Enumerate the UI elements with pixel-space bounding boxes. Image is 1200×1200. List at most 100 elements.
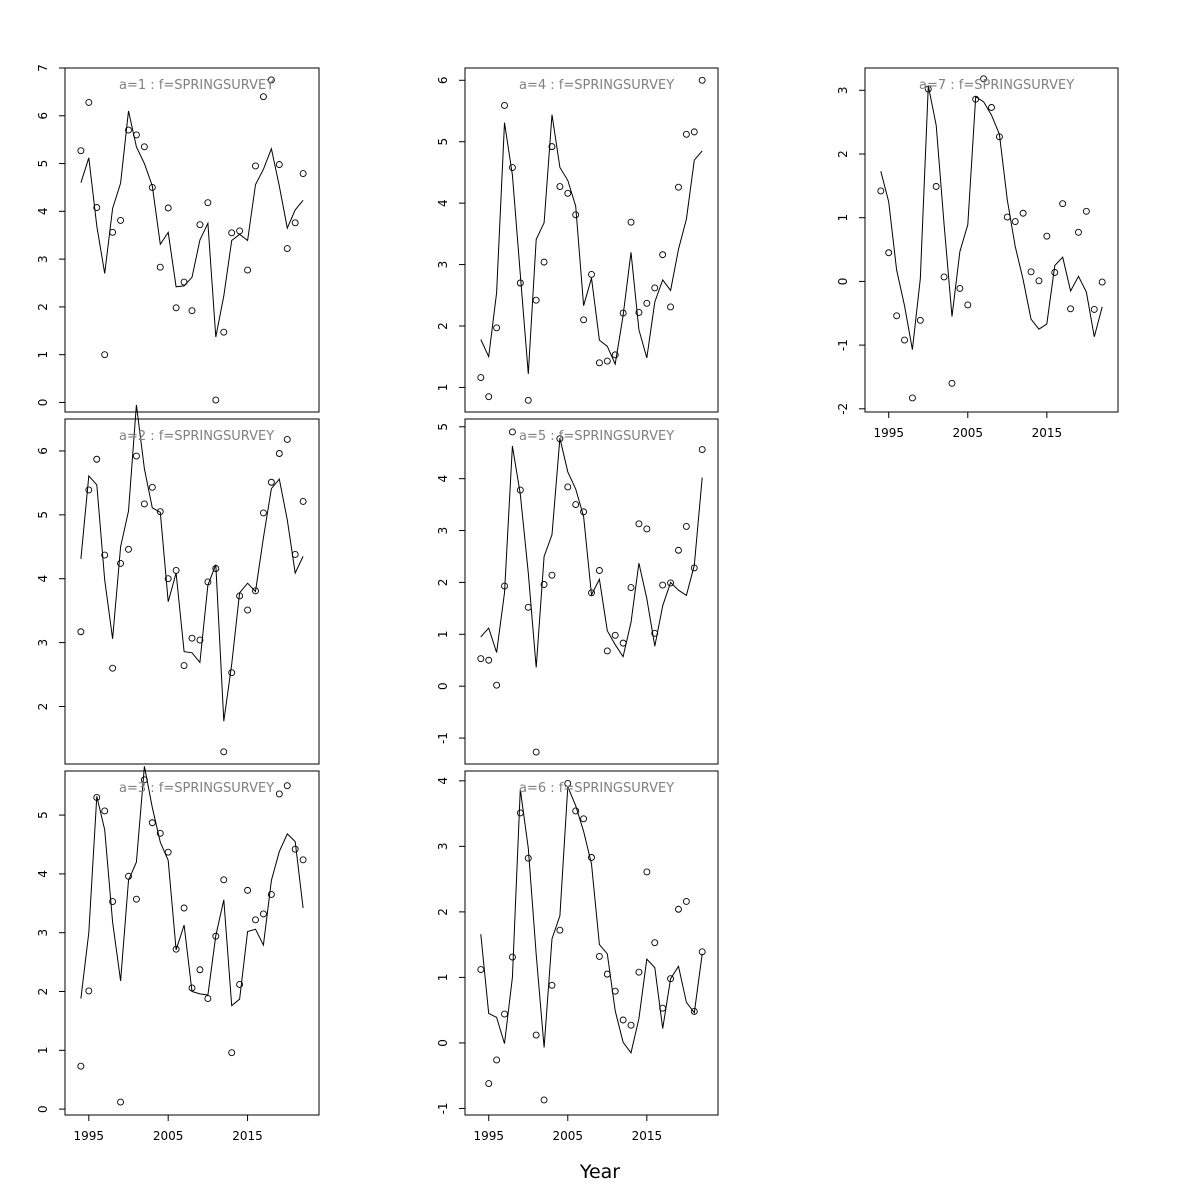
observed-point [477,655,485,663]
observed-point [908,394,916,402]
panel-2: 2 3 4 5 6 a=2 : f=SPRINGSURVEY [36,404,320,765]
observed-point [532,748,540,756]
observed-point [564,189,572,197]
observed-point [228,1049,236,1057]
observed-point [1011,218,1019,225]
observed-point [1059,200,1067,208]
y-tick-label: -1 [436,1102,450,1114]
y-tick-label: 2 [36,988,50,996]
observed-point [180,278,188,286]
panel-7: -2 -1 0 1 2 3 1995 2005 2015 a=7 : f=SPRINGSURVEY [836,67,1119,440]
panels: 0 1 2 3 4 5 6 7 a=1 : f=SPRINGSURVEY 2 3 4 5 6 a=2 : f… [36,64,1119,1143]
observed-point [485,393,493,401]
y-tick-label: 1 [436,384,450,392]
observed-point [651,629,659,637]
observed-point [572,807,580,815]
panel-frame [64,770,320,1116]
y-tick-label: 3 [436,527,450,535]
observed-point [916,316,924,324]
observed-point [948,379,956,387]
observed-point [940,273,948,281]
observed-point [1067,305,1075,313]
x-tick-label: 2005 [553,1129,584,1143]
observed-point [611,351,619,359]
observed-point [244,886,252,894]
y-tick-label: 1 [36,351,50,359]
observed-point [540,581,548,588]
observed-point [893,312,901,320]
y-tick-label: 1 [436,630,450,638]
observed-point [204,578,212,586]
observed-point [172,945,180,953]
observed-point [595,359,603,367]
observed-point [588,270,595,278]
y-tick-label: 2 [36,303,50,311]
panel-3: 0 1 2 3 4 5 1995 2005 2015 a=3 : f=SPRINGSURVEY [36,766,320,1143]
x-axis-label: Year [579,1161,620,1183]
observed-point [267,76,275,84]
observed-point [595,952,603,960]
y-tick-label: 0 [36,399,50,407]
observed-point [93,455,101,463]
observed-point [651,939,659,947]
observed-point [283,245,291,253]
observed-point [77,628,85,636]
fitted-line [480,114,703,374]
observed-point [77,147,85,155]
observed-point [188,307,196,315]
y-tick-label: 0 [836,278,850,286]
y-tick-label: 2 [436,908,450,916]
observed-point [85,486,93,494]
observed-point [540,1096,548,1104]
observed-point [924,85,932,93]
y-tick-label: 5 [436,423,450,431]
observed-point [1003,213,1011,221]
observed-point [109,664,117,672]
observed-point [125,545,132,553]
panel-6: -1 0 1 2 3 4 1995 2005 2015 a=6 : f=SPRINGSURVEY [436,770,719,1143]
observed-point [140,143,148,151]
observed-point [188,984,196,992]
y-tick-label: 3 [436,843,450,851]
panel-frame [64,67,320,413]
observed-point [698,76,706,84]
observed-point [595,567,603,574]
observed-point [477,374,485,382]
observed-point [995,133,1003,141]
y-tick-label: -1 [836,339,850,351]
observed-point [627,218,635,226]
observed-point [516,809,524,817]
fitted-line [480,438,703,668]
observed-point [643,299,651,307]
observed-point [548,571,556,579]
observed-point [140,776,148,784]
y-tick-label: 1 [836,214,850,222]
observed-point [675,183,682,191]
observed-point [204,995,212,1003]
observed-point [580,316,588,324]
observed-point [885,249,893,257]
observed-point [675,905,682,913]
panel-1: 0 1 2 3 4 5 6 7 a=1 : f=SPRINGSURVEY [36,64,320,413]
observed-point [698,446,706,454]
observed-point [690,1008,698,1015]
observed-point [275,161,283,168]
y-tick-label: 2 [836,150,850,158]
observed-point [603,970,611,978]
observed-point [619,309,627,317]
x-tick-label: 2015 [232,1129,263,1143]
panel-title: a=5 : f=SPRINGSURVEY [519,429,674,444]
observed-point [540,258,548,266]
observed-point [283,435,291,443]
observed-point [564,483,572,491]
panel-title: a=6 : f=SPRINGSURVEY [519,781,674,796]
observed-point [236,227,244,235]
observed-point [259,93,267,101]
x-tick-label: 1995 [473,1129,504,1143]
panel-frame [464,418,719,765]
observed-point [580,508,588,516]
observed-point [148,819,156,827]
observed-point [643,868,651,876]
y-tick-label: 2 [36,703,50,711]
